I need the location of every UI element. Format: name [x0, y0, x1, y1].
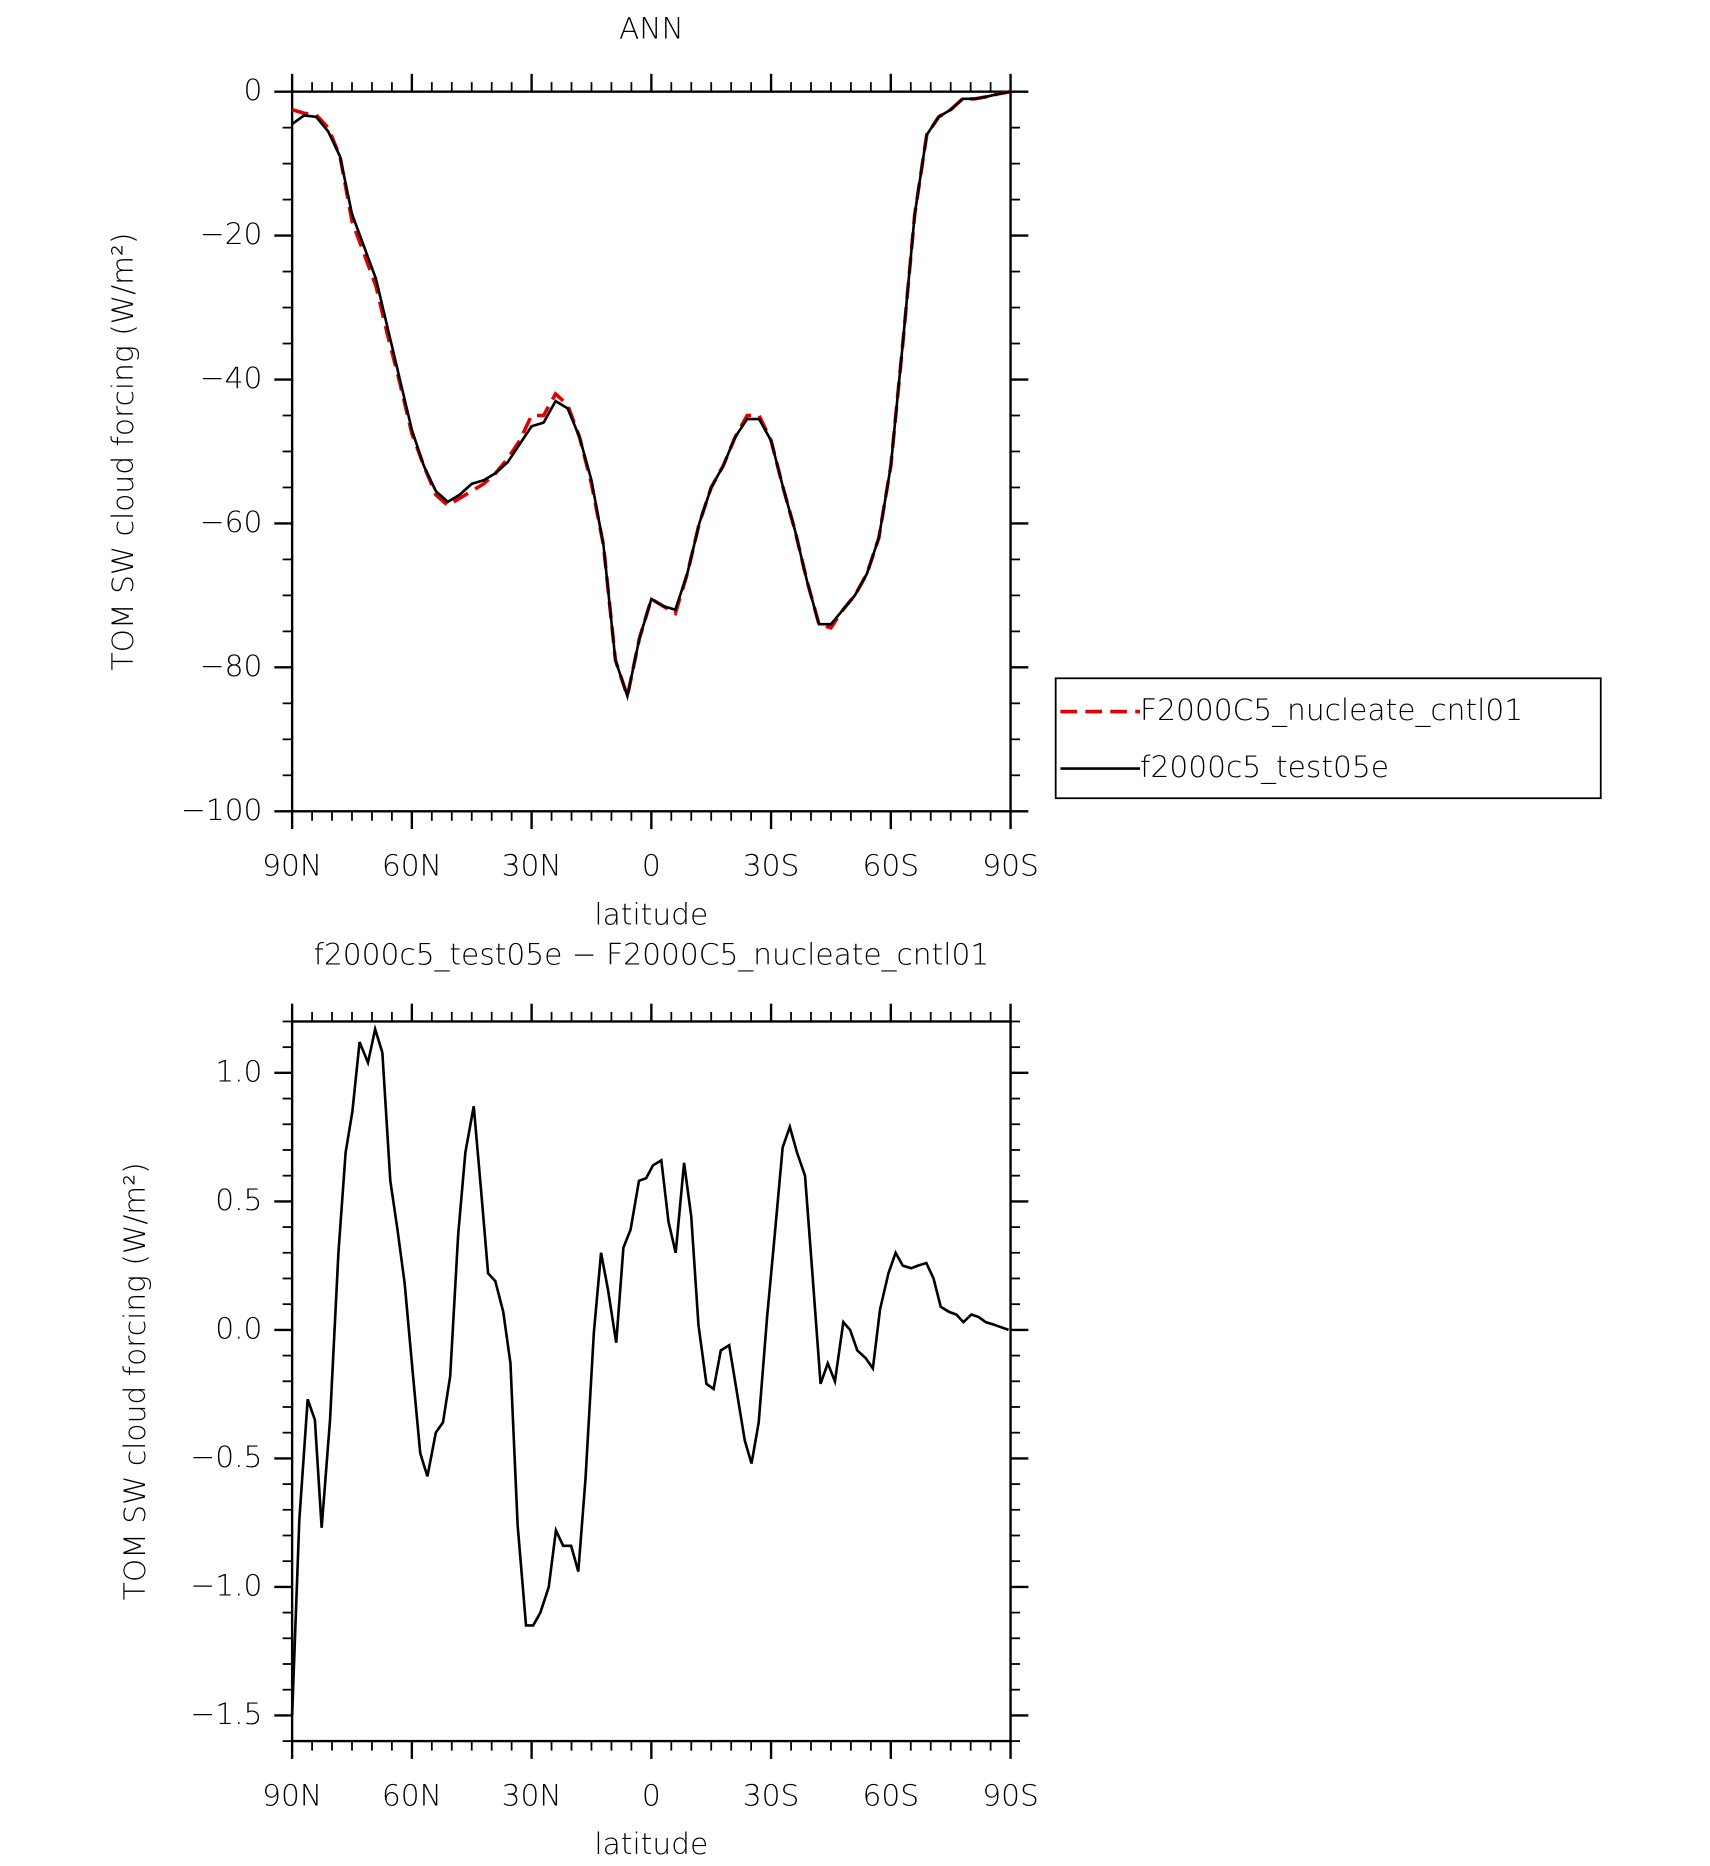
x-tick-label: 60S — [863, 1777, 920, 1812]
legend-label: f2000c5_test05e — [1140, 749, 1389, 785]
data-line — [291, 89, 1011, 703]
data-line — [290, 1024, 1010, 1716]
x-tick-label: 90S — [982, 1777, 1039, 1812]
legend-label: F2000C5_nucleate_cntl01 — [1140, 692, 1523, 728]
x-tick-label: 90N — [262, 848, 322, 883]
x-tick-label: 30S — [743, 1777, 800, 1812]
x-tick-label: 90S — [982, 848, 1039, 883]
y-tick-label: −40 — [200, 360, 263, 395]
y-tick-label: −1.5 — [190, 1696, 262, 1731]
y-tick-label: −0.5 — [190, 1439, 262, 1474]
x-tick-label: 0 — [642, 1777, 661, 1812]
y-tick-label: 0.0 — [215, 1310, 262, 1345]
y-tick-label: −1.0 — [190, 1567, 262, 1602]
y-tick-label: −60 — [200, 504, 263, 539]
x-axis-label: latitude — [594, 896, 708, 931]
chart-title: ANN — [619, 10, 684, 45]
x-tick-label: 60N — [382, 1777, 442, 1812]
x-tick-label: 60S — [863, 848, 920, 883]
x-tick-label: 90N — [262, 1777, 322, 1812]
data-line — [291, 90, 1011, 702]
x-tick-label: 30N — [502, 848, 562, 883]
y-tick-label: −80 — [200, 648, 263, 683]
legend-box — [1054, 677, 1602, 800]
y-axis-label: TOM SW cloud forcing (W/m²) — [117, 1162, 152, 1600]
y-tick-label: 1.0 — [215, 1053, 262, 1088]
chart-title: f2000c5_test05e − F2000C5_nucleate_cntl0… — [313, 937, 989, 973]
y-tick-label: 0 — [244, 72, 263, 107]
plot-frame — [290, 90, 1012, 813]
x-tick-label: 60N — [382, 848, 442, 883]
y-tick-label: 0.5 — [215, 1182, 262, 1217]
x-tick-label: 30S — [743, 848, 800, 883]
y-tick-label: −20 — [200, 216, 263, 251]
x-axis-label: latitude — [594, 1826, 708, 1861]
plot-frame — [290, 1020, 1012, 1743]
x-tick-label: 30N — [502, 1777, 562, 1812]
y-tick-label: −100 — [181, 792, 263, 827]
x-tick-label: 0 — [642, 848, 661, 883]
y-axis-label: TOM SW cloud forcing (W/m²) — [105, 232, 140, 670]
